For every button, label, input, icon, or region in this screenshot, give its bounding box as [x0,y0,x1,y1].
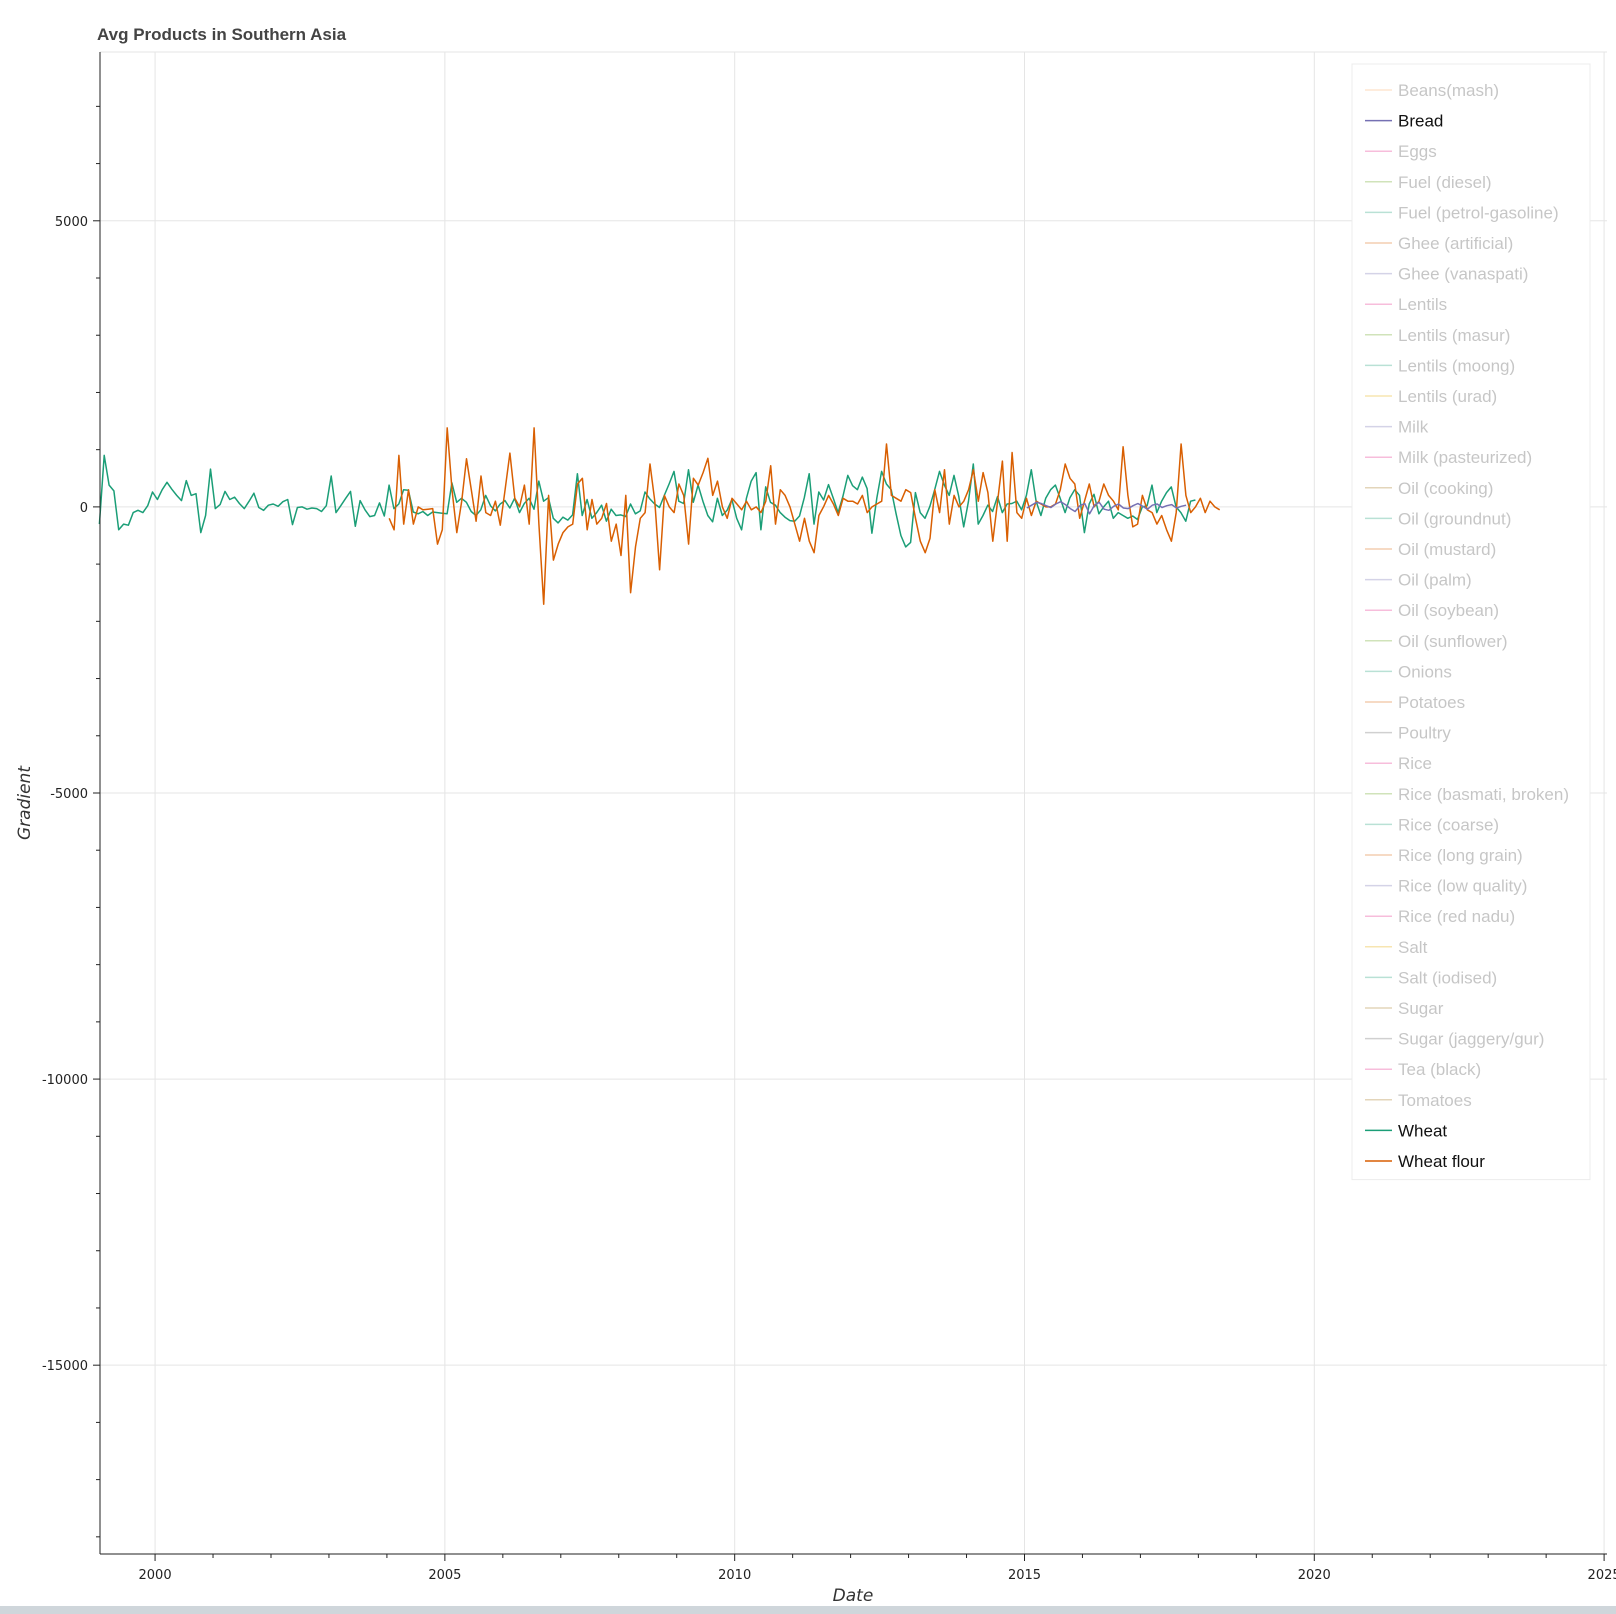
legend-item-lentils-urad[interactable]: Lentils (urad) [1365,387,1497,406]
legend-item-rice[interactable]: Rice [1365,754,1432,773]
legend-item-fuel-petrol-gasoline[interactable]: Fuel (petrol-gasoline) [1365,203,1559,222]
legend-item-rice-long-grain[interactable]: Rice (long grain) [1365,846,1523,865]
x-tick-label: 2000 [139,1568,172,1583]
legend-item-sugar-jaggery-gur[interactable]: Sugar (jaggery/gur) [1365,1030,1544,1049]
legend-box [1351,63,1591,1181]
legend-label: Oil (mustard) [1398,540,1496,559]
legend: Beans(mash) Bread Eggs Fuel (diesel) Fuel (p… [1351,63,1591,1181]
legend-label: Oil (soybean) [1398,601,1499,620]
legend-label: Rice (low quality) [1398,877,1527,896]
chart-title: Avg Products in Southern Asia [97,25,347,44]
legend-label: Rice (long grain) [1398,846,1523,865]
legend-label: Lentils (moong) [1398,356,1515,375]
legend-item-lentils-moong[interactable]: Lentils (moong) [1365,356,1515,375]
legend-label: Poultry [1398,724,1451,743]
legend-item-eggs[interactable]: Eggs [1365,142,1437,161]
legend-item-ghee-vanaspati[interactable]: Ghee (vanaspati) [1365,265,1528,284]
legend-item-oil-mustard[interactable]: Oil (mustard) [1365,540,1496,559]
x-tick-label: 2015 [1008,1568,1041,1583]
x-tick-label: 2005 [428,1568,461,1583]
legend-label: Sugar (jaggery/gur) [1398,1030,1544,1049]
legend-item-rice-basmati-broken[interactable]: Rice (basmati, broken) [1365,785,1569,804]
legend-label: Potatoes [1398,693,1465,712]
legend-label: Lentils [1398,295,1447,314]
legend-label: Fuel (petrol-gasoline) [1398,203,1559,222]
legend-item-potatoes[interactable]: Potatoes [1365,693,1465,712]
legend-label: Oil (sunflower) [1398,632,1508,651]
legend-label: Rice (basmati, broken) [1398,785,1569,804]
legend-label: Oil (cooking) [1398,479,1493,498]
legend-item-oil-cooking[interactable]: Oil (cooking) [1365,479,1493,498]
legend-label: Salt [1398,938,1428,957]
horizontal-scrollbar[interactable] [0,1606,1616,1614]
legend-item-sugar[interactable]: Sugar [1365,999,1444,1018]
legend-item-salt[interactable]: Salt [1365,938,1428,957]
x-tick-label: 2020 [1298,1568,1331,1583]
legend-item-bread[interactable]: Bread [1365,112,1443,131]
legend-label: Ghee (vanaspati) [1398,265,1528,284]
y-tick-label: -15000 [42,1359,88,1374]
legend-label: Ghee (artificial) [1398,234,1513,253]
legend-item-tomatoes[interactable]: Tomatoes [1365,1091,1472,1110]
series-lines [98,427,1221,605]
legend-label: Fuel (diesel) [1398,173,1492,192]
legend-label: Milk [1398,418,1429,437]
legend-label: Lentils (masur) [1398,326,1510,345]
legend-item-oil-soybean[interactable]: Oil (soybean) [1365,601,1499,620]
legend-label: Oil (palm) [1398,571,1472,590]
series-line-wheat-flour [388,427,1221,605]
legend-item-rice-low-quality[interactable]: Rice (low quality) [1365,877,1527,896]
legend-item-lentils-masur[interactable]: Lentils (masur) [1365,326,1510,345]
y-axis-label: Gradient [15,765,35,840]
legend-label: Rice (coarse) [1398,815,1499,834]
legend-label: Rice [1398,754,1432,773]
legend-item-milk[interactable]: Milk [1365,418,1429,437]
legend-item-oil-palm[interactable]: Oil (palm) [1365,571,1472,590]
legend-item-lentils[interactable]: Lentils [1365,295,1447,314]
legend-item-poultry[interactable]: Poultry [1365,724,1451,743]
legend-label: Eggs [1398,142,1437,161]
series-line-wheat [98,454,1196,548]
y-tick-label: -5000 [50,787,88,802]
legend-item-wheat-flour[interactable]: Wheat flour [1365,1152,1485,1171]
legend-item-rice-red-nadu[interactable]: Rice (red nadu) [1365,907,1515,926]
y-tick-label: -10000 [42,1073,88,1088]
x-axis-label: Date [833,1586,874,1606]
legend-item-milk-pasteurized[interactable]: Milk (pasteurized) [1365,448,1532,467]
legend-label: Sugar [1398,999,1444,1018]
legend-label: Wheat [1398,1121,1447,1140]
legend-label: Wheat flour [1398,1152,1485,1171]
legend-label: Milk (pasteurized) [1398,448,1532,467]
y-tick-label: 0 [80,501,88,516]
legend-item-ghee-artificial[interactable]: Ghee (artificial) [1365,234,1513,253]
legend-item-onions[interactable]: Onions [1365,662,1452,681]
y-tick-label: 5000 [55,215,88,230]
legend-item-oil-groundnut[interactable]: Oil (groundnut) [1365,509,1511,528]
legend-label: Bread [1398,112,1443,131]
x-tick-label: 2010 [718,1568,751,1583]
legend-label: Salt (iodised) [1398,968,1497,987]
series-line-bread [1026,500,1187,515]
legend-item-oil-sunflower[interactable]: Oil (sunflower) [1365,632,1508,651]
legend-item-wheat[interactable]: Wheat [1365,1121,1447,1140]
legend-item-salt-iodised[interactable]: Salt (iodised) [1365,968,1497,987]
legend-item-rice-coarse[interactable]: Rice (coarse) [1365,815,1499,834]
legend-label: Onions [1398,662,1452,681]
legend-item-fuel-diesel[interactable]: Fuel (diesel) [1365,173,1492,192]
legend-label: Beans(mash) [1398,81,1499,100]
legend-item-beans-mash[interactable]: Beans(mash) [1365,81,1499,100]
legend-label: Rice (red nadu) [1398,907,1515,926]
legend-label: Tomatoes [1398,1091,1472,1110]
legend-label: Tea (black) [1398,1060,1481,1079]
legend-item-tea-black[interactable]: Tea (black) [1365,1060,1481,1079]
legend-label: Lentils (urad) [1398,387,1497,406]
legend-label: Oil (groundnut) [1398,509,1511,528]
